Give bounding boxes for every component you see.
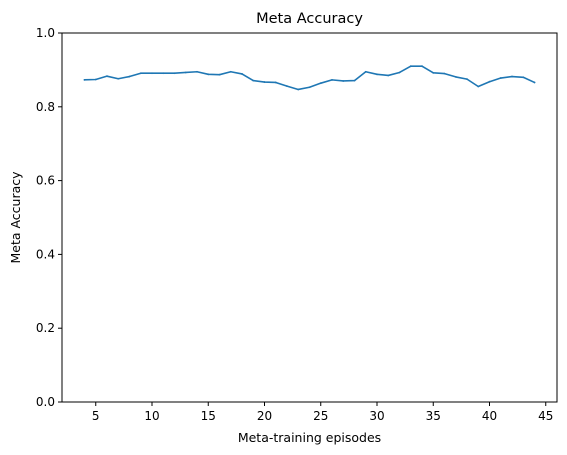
data-point	[297, 88, 300, 91]
series-line	[83, 65, 536, 91]
data-point	[443, 72, 446, 75]
x-tick-label: 20	[257, 409, 272, 423]
y-tick-label: 0.2	[36, 321, 55, 335]
data-point	[241, 73, 243, 75]
data-point	[263, 81, 266, 83]
plot-area	[83, 65, 536, 91]
data-point	[106, 75, 108, 78]
x-axis: 5 10 15 20 25 30 35 40 45	[92, 402, 553, 423]
y-tick-label: 0.0	[36, 395, 55, 409]
data-point	[387, 74, 390, 77]
y-axis: 0.0 0.2 0.4 0.6 0.8 1.0	[36, 26, 62, 409]
data-point	[522, 76, 525, 79]
data-point	[398, 71, 401, 74]
data-point	[94, 78, 97, 81]
y-tick-label: 1.0	[36, 26, 55, 40]
data-point	[274, 81, 277, 84]
y-axis-label: Meta Accuracy	[8, 171, 23, 264]
x-tick-label: 35	[426, 409, 441, 423]
data-point	[173, 72, 176, 75]
data-point	[488, 80, 491, 83]
x-tick-label: 5	[92, 409, 100, 423]
x-axis-label: Meta-training episodes	[238, 430, 381, 445]
plot-frame	[61, 32, 558, 403]
data-point	[331, 78, 333, 81]
data-point	[252, 79, 255, 82]
data-point	[353, 79, 356, 82]
data-point	[432, 71, 435, 74]
x-tick-label: 30	[369, 409, 384, 423]
data-point	[364, 70, 367, 73]
x-tick-label: 10	[144, 409, 159, 423]
data-point	[511, 75, 513, 78]
data-point	[421, 65, 423, 68]
data-point	[207, 73, 210, 76]
data-point	[184, 71, 187, 74]
data-point	[151, 72, 153, 75]
data-point	[409, 65, 412, 68]
data-point	[466, 78, 468, 81]
data-point	[196, 70, 198, 73]
data-point	[162, 72, 165, 75]
data-point	[286, 85, 288, 88]
y-tick-label: 0.4	[36, 247, 55, 261]
data-point	[477, 85, 480, 88]
data-point	[499, 77, 502, 79]
data-point	[139, 72, 142, 75]
data-point	[308, 86, 311, 89]
data-point	[533, 81, 536, 84]
data-point	[454, 76, 457, 78]
data-point	[83, 78, 86, 81]
data-point	[117, 77, 120, 80]
y-tick-label: 0.8	[36, 100, 55, 114]
data-point	[218, 73, 221, 76]
chart-title: Meta Accuracy	[256, 11, 363, 27]
data-point	[319, 82, 322, 85]
x-tick-label: 25	[313, 409, 328, 423]
data-point	[229, 70, 232, 73]
x-tick-label: 40	[482, 409, 497, 423]
data-point	[376, 73, 378, 76]
x-tick-label: 15	[201, 409, 216, 423]
x-tick-label: 45	[538, 409, 553, 423]
data-point	[128, 75, 131, 78]
data-point	[342, 80, 345, 82]
y-tick-label: 0.6	[36, 174, 55, 188]
